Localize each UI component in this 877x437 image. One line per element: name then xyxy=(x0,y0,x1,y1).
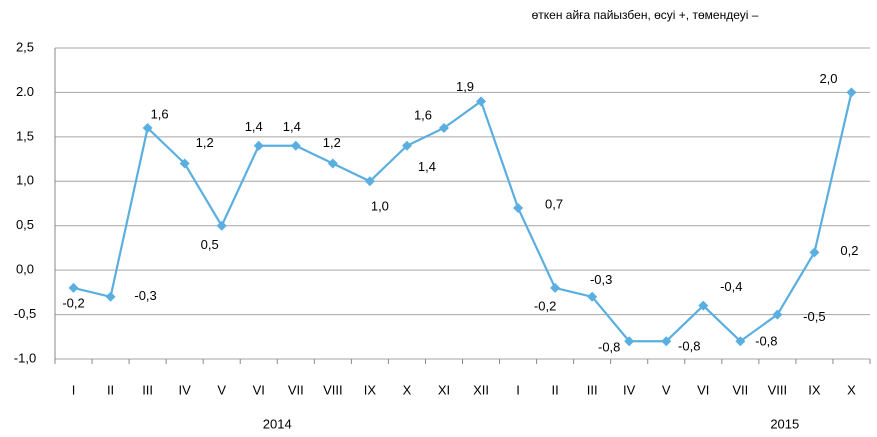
y-tick-label: 0,5 xyxy=(16,217,34,232)
x-tick-label: II xyxy=(107,382,114,397)
marker xyxy=(772,309,783,320)
x-tick-label: XI xyxy=(438,382,450,397)
y-tick-label: 1,0 xyxy=(16,173,34,188)
data-label: -0,4 xyxy=(720,279,742,294)
marker xyxy=(550,282,561,293)
data-label: -0,8 xyxy=(755,334,777,349)
data-label: 1,4 xyxy=(418,159,436,174)
y-tick-label: 2.0 xyxy=(16,84,34,99)
marker xyxy=(661,336,672,347)
y-tick-label: -0,5 xyxy=(14,306,36,321)
x-tick-label: III xyxy=(587,382,598,397)
x-tick-label: IX xyxy=(808,382,821,397)
marker xyxy=(364,176,375,187)
x-tick-label: I xyxy=(516,382,520,397)
data-label: -0,3 xyxy=(134,288,156,303)
x-tick-label: XII xyxy=(473,382,489,397)
marker xyxy=(846,87,857,98)
x-group-label: 2014 xyxy=(263,416,292,431)
marker xyxy=(401,140,412,151)
marker xyxy=(327,158,338,169)
data-label: -0,2 xyxy=(62,295,84,310)
data-label: 1,2 xyxy=(323,135,341,150)
x-tick-label: II xyxy=(551,382,558,397)
x-tick-label: X xyxy=(847,382,856,397)
chart-subtitle: өткен айға пайызбен, өсуі +, төмендеуі – xyxy=(532,8,759,22)
marker xyxy=(476,96,487,107)
x-tick-label: I xyxy=(72,382,76,397)
marker xyxy=(179,158,190,169)
data-label: -0,3 xyxy=(590,272,612,287)
marker xyxy=(216,220,227,231)
marker xyxy=(809,247,820,258)
marker xyxy=(624,336,635,347)
data-label: 0,2 xyxy=(840,243,858,258)
marker xyxy=(68,282,79,293)
data-label: 1,4 xyxy=(245,119,263,134)
x-tick-label: IV xyxy=(179,382,192,397)
marker xyxy=(142,122,153,133)
data-label: -0,8 xyxy=(678,339,700,354)
x-tick-label: V xyxy=(217,382,226,397)
data-label: 1,6 xyxy=(414,107,432,122)
x-group-label: 2015 xyxy=(770,416,799,431)
x-tick-label: V xyxy=(662,382,671,397)
data-label: -0,8 xyxy=(598,340,620,355)
data-label: -0,2 xyxy=(534,298,556,313)
x-tick-label: VIII xyxy=(768,382,788,397)
marker xyxy=(698,300,709,311)
marker xyxy=(253,140,264,151)
x-tick-label: VIII xyxy=(323,382,343,397)
x-tick-label: IX xyxy=(364,382,377,397)
data-label: 1,4 xyxy=(283,119,301,134)
data-label: 2,0 xyxy=(819,71,837,86)
x-tick-label: VI xyxy=(697,382,709,397)
data-label: 1,0 xyxy=(371,199,389,214)
x-tick-label: VI xyxy=(253,382,265,397)
y-tick-label: 2,5 xyxy=(16,39,34,54)
marker xyxy=(587,291,598,302)
y-tick-label: -1,0 xyxy=(14,350,36,365)
data-label: 0,5 xyxy=(201,237,219,252)
marker xyxy=(735,336,746,347)
marker xyxy=(438,122,449,133)
line xyxy=(73,92,853,343)
data-label: -0,5 xyxy=(803,309,825,324)
x-tick-label: VII xyxy=(732,382,748,397)
data-label: 0,7 xyxy=(545,196,563,211)
y-tick-label: 1,5 xyxy=(16,128,34,143)
marker xyxy=(513,202,524,213)
marker xyxy=(290,140,301,151)
x-tick-label: III xyxy=(142,382,153,397)
marker xyxy=(105,291,116,302)
data-label: 1,2 xyxy=(196,135,214,150)
x-tick-label: VII xyxy=(288,382,304,397)
data-label: 1,6 xyxy=(151,106,169,121)
y-tick-label: 0,0 xyxy=(16,262,34,277)
x-tick-label: IV xyxy=(623,382,636,397)
data-label: 1,9 xyxy=(456,79,474,94)
x-tick-label: X xyxy=(403,382,412,397)
